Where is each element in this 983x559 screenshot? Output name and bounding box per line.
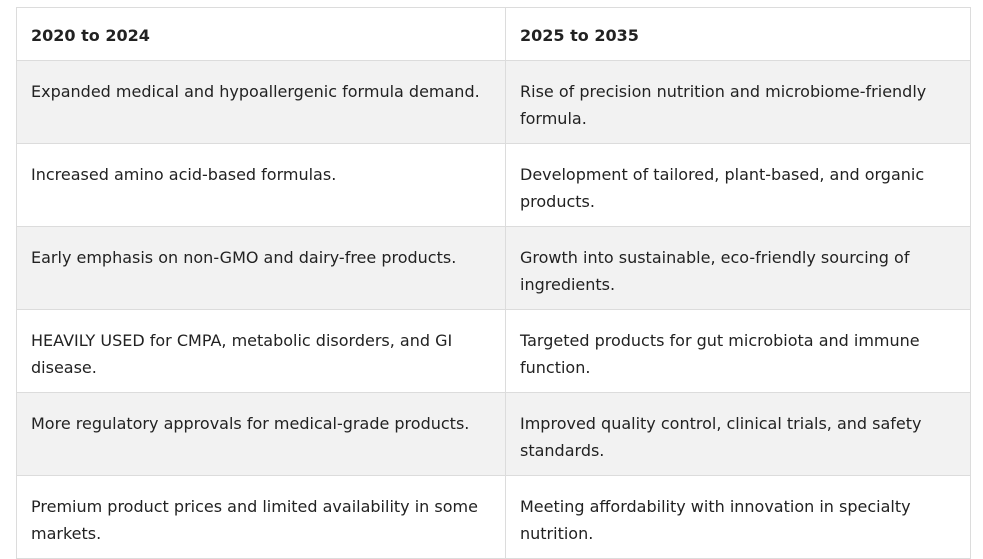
header-2020-2024: 2020 to 2024 xyxy=(16,7,506,61)
cell-2020-2024: Premium product prices and limited avail… xyxy=(16,475,506,559)
table-header-row: 2020 to 2024 2025 to 2035 xyxy=(16,7,971,61)
table-row: Premium product prices and limited avail… xyxy=(16,475,971,559)
cell-2025-2035: Meeting affordability with innovation in… xyxy=(505,475,971,559)
cell-2025-2035: Growth into sustainable, eco-friendly so… xyxy=(505,226,971,310)
cell-2020-2024: Increased amino acid-based formulas. xyxy=(16,143,506,227)
cell-2020-2024: More regulatory approvals for medical-gr… xyxy=(16,392,506,476)
table-row: Increased amino acid-based formulas. Dev… xyxy=(16,143,971,227)
cell-2020-2024: Early emphasis on non-GMO and dairy-free… xyxy=(16,226,506,310)
comparison-table-container: 2020 to 2024 2025 to 2035 Expanded medic… xyxy=(16,7,971,559)
cell-2025-2035: Targeted products for gut microbiota and… xyxy=(505,309,971,393)
header-2025-2035: 2025 to 2035 xyxy=(505,7,971,61)
cell-2020-2024: Expanded medical and hypoallergenic form… xyxy=(16,60,506,144)
table-row: Early emphasis on non-GMO and dairy-free… xyxy=(16,226,971,310)
cell-2020-2024: HEAVILY USED for CMPA, metabolic disorde… xyxy=(16,309,506,393)
cell-2025-2035: Rise of precision nutrition and microbio… xyxy=(505,60,971,144)
table-row: Expanded medical and hypoallergenic form… xyxy=(16,60,971,144)
cell-2025-2035: Improved quality control, clinical trial… xyxy=(505,392,971,476)
table-row: HEAVILY USED for CMPA, metabolic disorde… xyxy=(16,309,971,393)
comparison-table: 2020 to 2024 2025 to 2035 Expanded medic… xyxy=(16,7,971,559)
table-row: More regulatory approvals for medical-gr… xyxy=(16,392,971,476)
cell-2025-2035: Development of tailored, plant-based, an… xyxy=(505,143,971,227)
